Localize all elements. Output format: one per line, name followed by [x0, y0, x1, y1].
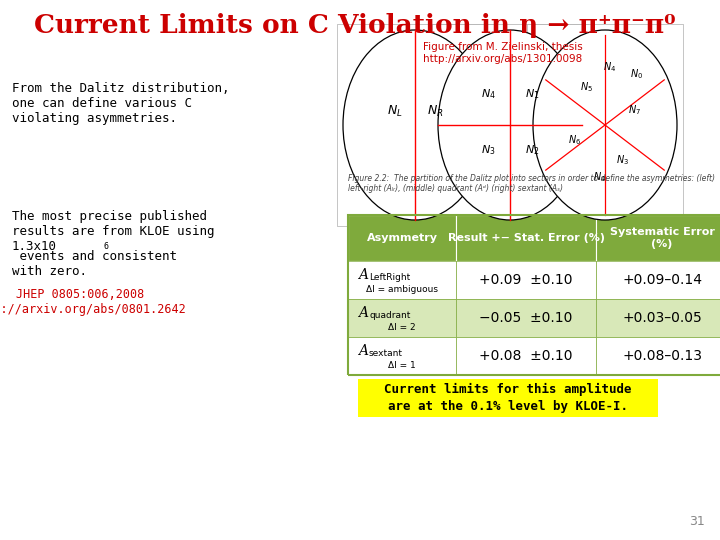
Text: From the Dalitz distribution,
one can define various C
violating asymmetries.: From the Dalitz distribution, one can de… — [12, 82, 230, 125]
FancyBboxPatch shape — [596, 299, 720, 337]
Text: Asymmetry: Asymmetry — [366, 233, 438, 243]
Text: $N_3$: $N_3$ — [616, 153, 629, 167]
Text: LeftRight: LeftRight — [369, 273, 410, 282]
FancyBboxPatch shape — [348, 337, 456, 375]
Text: 6: 6 — [104, 242, 109, 251]
Text: $N_3$: $N_3$ — [481, 143, 495, 157]
FancyBboxPatch shape — [456, 299, 596, 337]
Text: A: A — [358, 268, 368, 282]
Text: A: A — [358, 306, 368, 320]
Text: $N_0$: $N_0$ — [631, 67, 644, 81]
FancyBboxPatch shape — [348, 299, 456, 337]
Text: −0.05  ±0.10: −0.05 ±0.10 — [480, 311, 572, 325]
FancyBboxPatch shape — [337, 24, 493, 226]
FancyBboxPatch shape — [358, 379, 658, 417]
Text: A: A — [358, 344, 368, 358]
Text: $N_4$: $N_4$ — [593, 170, 607, 184]
Text: Current Limits on C Violation in η → π⁺π⁻π⁰: Current Limits on C Violation in η → π⁺π… — [34, 13, 676, 38]
Text: $N_1$: $N_1$ — [525, 87, 539, 101]
Text: +0.03–0.05: +0.03–0.05 — [622, 311, 702, 325]
FancyBboxPatch shape — [596, 261, 720, 299]
Text: 31: 31 — [689, 515, 705, 528]
FancyBboxPatch shape — [596, 215, 720, 261]
Text: Figure 2.2:  The partition of the Dalitz plot into sectors in order to define th: Figure 2.2: The partition of the Dalitz … — [348, 174, 715, 193]
FancyBboxPatch shape — [456, 337, 596, 375]
Ellipse shape — [438, 30, 582, 220]
Text: ΔI = 1: ΔI = 1 — [388, 361, 416, 370]
FancyBboxPatch shape — [527, 24, 683, 226]
Text: Figure from M. Zielinski, thesis
http://arxiv.org/abs/1301.0098: Figure from M. Zielinski, thesis http://… — [423, 42, 583, 64]
FancyBboxPatch shape — [432, 24, 588, 226]
Text: $N_L$: $N_L$ — [387, 104, 403, 119]
Text: $N_R$: $N_R$ — [427, 104, 444, 119]
Text: $N_5$: $N_5$ — [580, 80, 593, 94]
FancyBboxPatch shape — [596, 337, 720, 375]
Text: +0.09–0.14: +0.09–0.14 — [622, 273, 702, 287]
Text: Result +− Stat. Error (%): Result +− Stat. Error (%) — [448, 233, 605, 243]
Text: Current limits for this amplitude
are at the 0.1% level by KLOE-I.: Current limits for this amplitude are at… — [384, 383, 631, 413]
Text: $N_4$: $N_4$ — [603, 60, 616, 74]
Text: JHEP 0805:006,2008
http://arxiv.org/abs/0801.2642: JHEP 0805:006,2008 http://arxiv.org/abs/… — [0, 288, 187, 316]
Text: +0.09  ±0.10: +0.09 ±0.10 — [480, 273, 572, 287]
Text: $N_6$: $N_6$ — [568, 133, 582, 147]
Text: $N_2$: $N_2$ — [525, 143, 539, 157]
FancyBboxPatch shape — [348, 261, 456, 299]
Text: $N_4$: $N_4$ — [480, 87, 495, 101]
Text: sextant: sextant — [369, 349, 403, 359]
FancyBboxPatch shape — [456, 215, 596, 261]
Ellipse shape — [533, 30, 677, 220]
FancyBboxPatch shape — [348, 215, 456, 261]
Text: The most precise published
results are from KLOE using
1.3x10: The most precise published results are f… — [12, 210, 215, 253]
Text: events and consistent
with zero.: events and consistent with zero. — [12, 250, 177, 278]
Text: $N_7$: $N_7$ — [629, 103, 642, 117]
Text: quadrant: quadrant — [369, 312, 410, 321]
Text: +0.08  ±0.10: +0.08 ±0.10 — [480, 349, 572, 363]
Ellipse shape — [343, 30, 487, 220]
Text: Systematic Error
(%): Systematic Error (%) — [610, 227, 714, 249]
Text: ΔI = 2: ΔI = 2 — [388, 323, 416, 333]
Text: +0.08–0.13: +0.08–0.13 — [622, 349, 702, 363]
Text: ΔI = ambiguous: ΔI = ambiguous — [366, 286, 438, 294]
FancyBboxPatch shape — [456, 261, 596, 299]
